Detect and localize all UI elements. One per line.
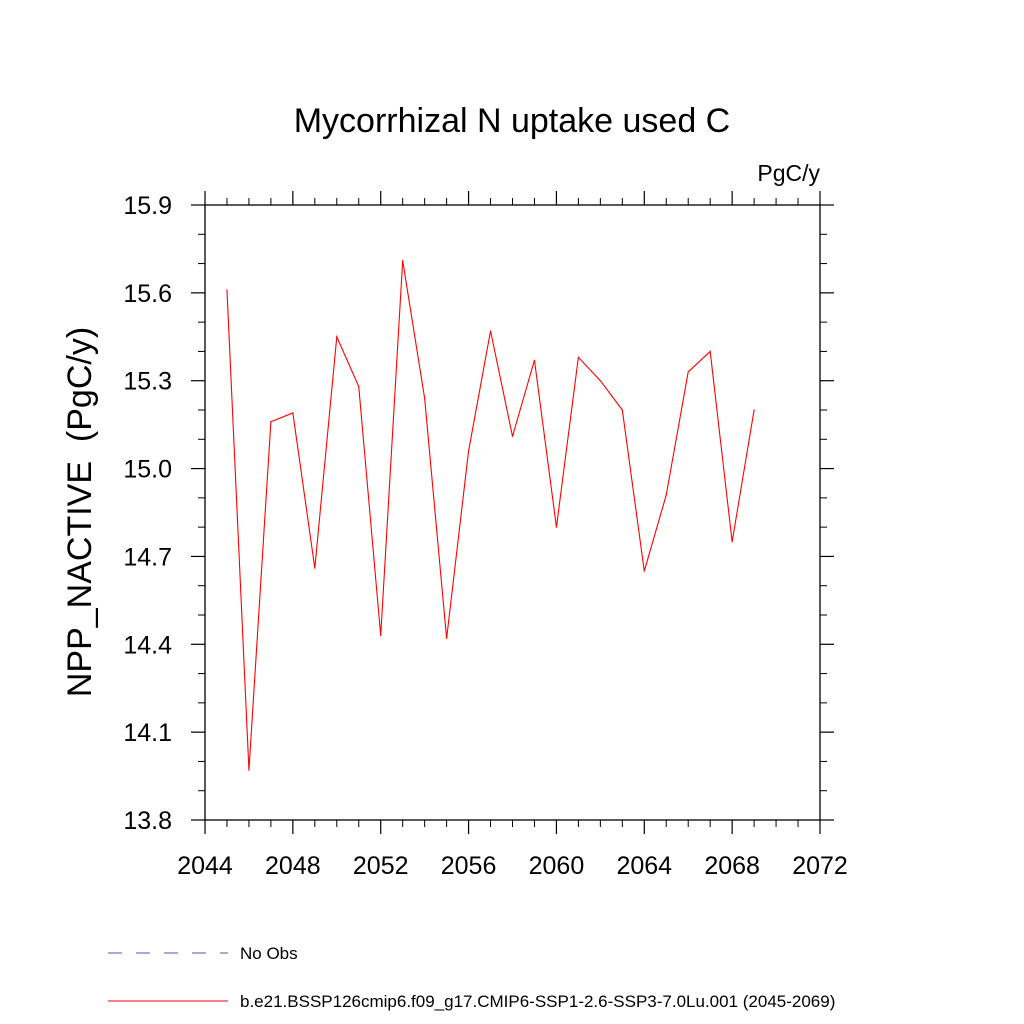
data-point xyxy=(314,567,316,569)
y-tick-label: 15.6 xyxy=(123,280,172,308)
y-tick-label: 15.9 xyxy=(123,192,172,220)
data-point xyxy=(709,350,711,353)
data-point xyxy=(599,380,601,382)
legend-label: No Obs xyxy=(240,944,298,963)
legend-label: b.e21.BSSP126cmip6.f09_g17.CMIP6-SSP1-2.… xyxy=(240,992,835,1011)
data-point xyxy=(402,260,404,262)
x-tick-label: 2044 xyxy=(177,852,233,880)
data-point xyxy=(467,450,470,452)
x-tick-label: 2052 xyxy=(353,852,409,880)
y-axis-label: NPP_NACTIVE (PgC/y) xyxy=(61,327,99,697)
x-tick-label: 2068 xyxy=(704,852,760,880)
x-tick-label: 2072 xyxy=(792,852,848,880)
data-point xyxy=(753,409,755,411)
x-axis-ticks: 2044 2048 2052 2056 2060 2064 2068 2072 xyxy=(177,191,848,880)
y-tick-label: 14.1 xyxy=(123,719,172,747)
data-point xyxy=(292,412,294,414)
data-point xyxy=(643,570,645,572)
data-point xyxy=(687,371,689,373)
y-tick-label: 15.3 xyxy=(123,368,172,396)
data-point xyxy=(380,634,382,637)
data-point xyxy=(226,289,228,291)
y-tick-label: 14.7 xyxy=(123,543,172,571)
x-tick-label: 2060 xyxy=(529,852,585,880)
plot-border xyxy=(204,204,821,821)
data-point xyxy=(577,356,579,358)
data-point xyxy=(533,359,536,361)
y-axis-ticks: 13.8 14.1 14.4 14.7 15.0 15.3 15.6 15.9 xyxy=(123,192,834,835)
data-point xyxy=(489,330,492,332)
x-tick-label: 2056 xyxy=(441,852,497,880)
legend: No Obs b.e21.BSSP126cmip6.f09_g17.CMIP6-S… xyxy=(108,944,835,1011)
units-label: PgC/y xyxy=(757,160,820,186)
y-tick-label: 14.4 xyxy=(123,631,172,659)
y-tick-label: 13.8 xyxy=(123,807,172,835)
data-point xyxy=(555,526,558,528)
series-line xyxy=(226,260,755,771)
data-point xyxy=(665,494,667,496)
data-point xyxy=(731,541,733,543)
data-point xyxy=(424,397,426,399)
plot-frame xyxy=(204,204,821,821)
y-tick-label: 15.0 xyxy=(123,456,172,484)
data-point xyxy=(270,421,272,423)
x-tick-label: 2064 xyxy=(616,852,672,880)
data-point xyxy=(621,409,623,411)
data-point xyxy=(248,769,250,771)
data-point xyxy=(336,336,338,338)
series-layer xyxy=(226,260,755,771)
chart-title: Mycorrhizal N uptake used C xyxy=(294,102,731,140)
x-tick-label: 2048 xyxy=(265,852,321,880)
data-point xyxy=(358,385,360,388)
data-point xyxy=(446,637,448,640)
data-point xyxy=(511,435,514,437)
